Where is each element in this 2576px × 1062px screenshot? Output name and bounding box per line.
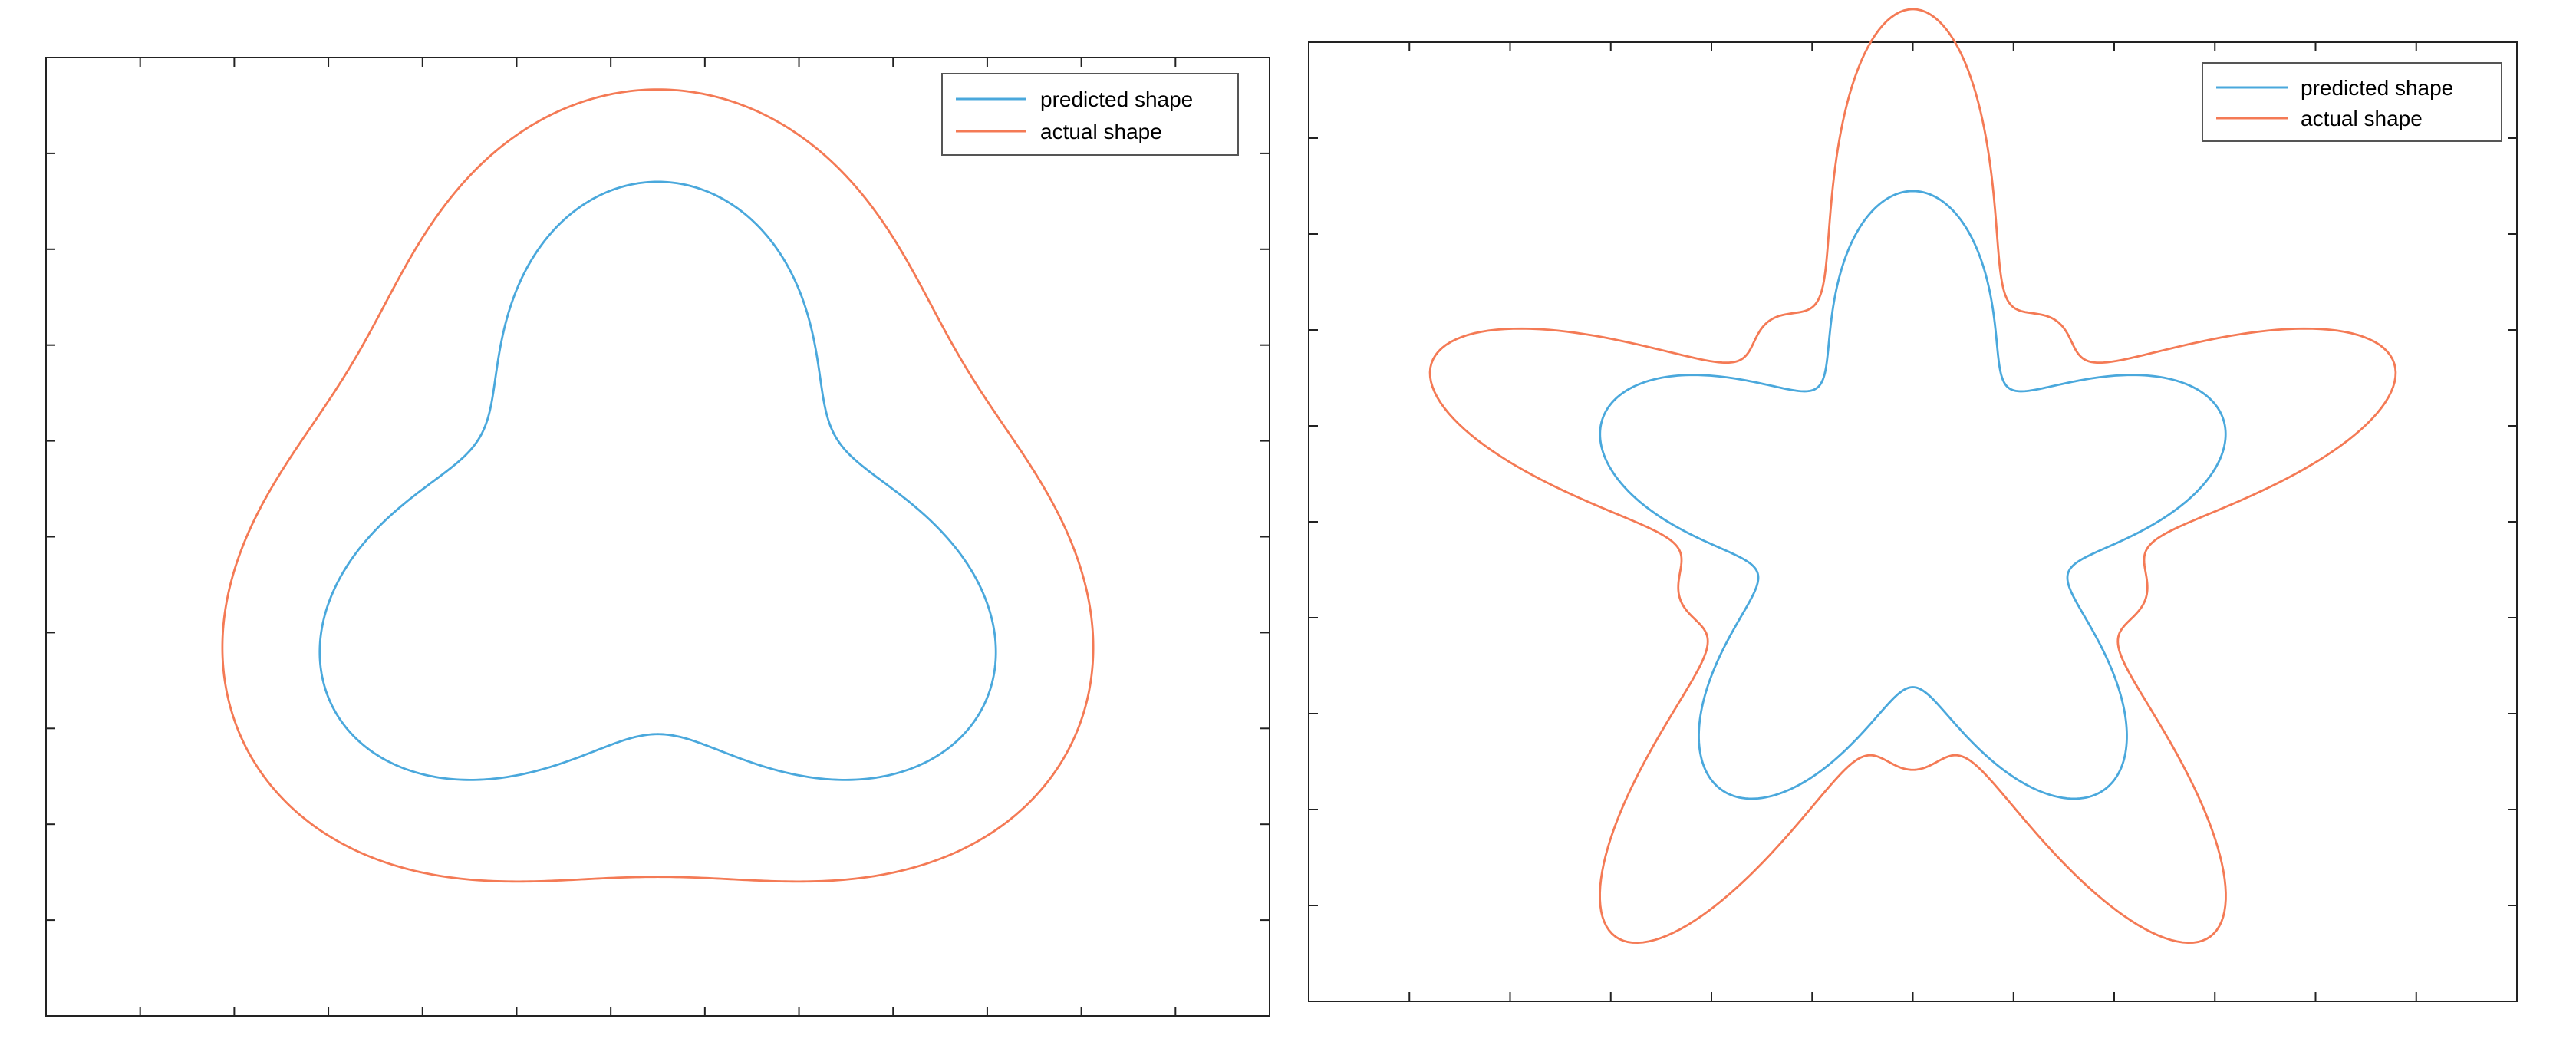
legend-box-left (941, 73, 1239, 156)
plot-right: predicted shape actual shape (1308, 8, 2518, 1002)
plot-left: predicted shape actual shape (45, 57, 1270, 1017)
axis-ticks-right (1309, 42, 2517, 1001)
predicted-shape-line-right (1599, 190, 2227, 800)
legend-label-actual-left: actual shape (1040, 120, 1162, 143)
legend-left: predicted shape actual shape (941, 73, 1239, 156)
legend-box-right (2202, 62, 2502, 142)
actual-shape-line-right (1428, 8, 2397, 945)
predicted-shape-line-left (318, 180, 997, 781)
axis-ticks-left (46, 58, 1270, 1016)
legend-label-predicted-right: predicted shape (2301, 76, 2453, 100)
legend-label-actual-right: actual shape (2301, 107, 2423, 130)
legend-right: predicted shape actual shape (2202, 62, 2502, 142)
legend-label-predicted-left: predicted shape (1040, 87, 1193, 111)
actual-shape-line-left (221, 88, 1095, 883)
